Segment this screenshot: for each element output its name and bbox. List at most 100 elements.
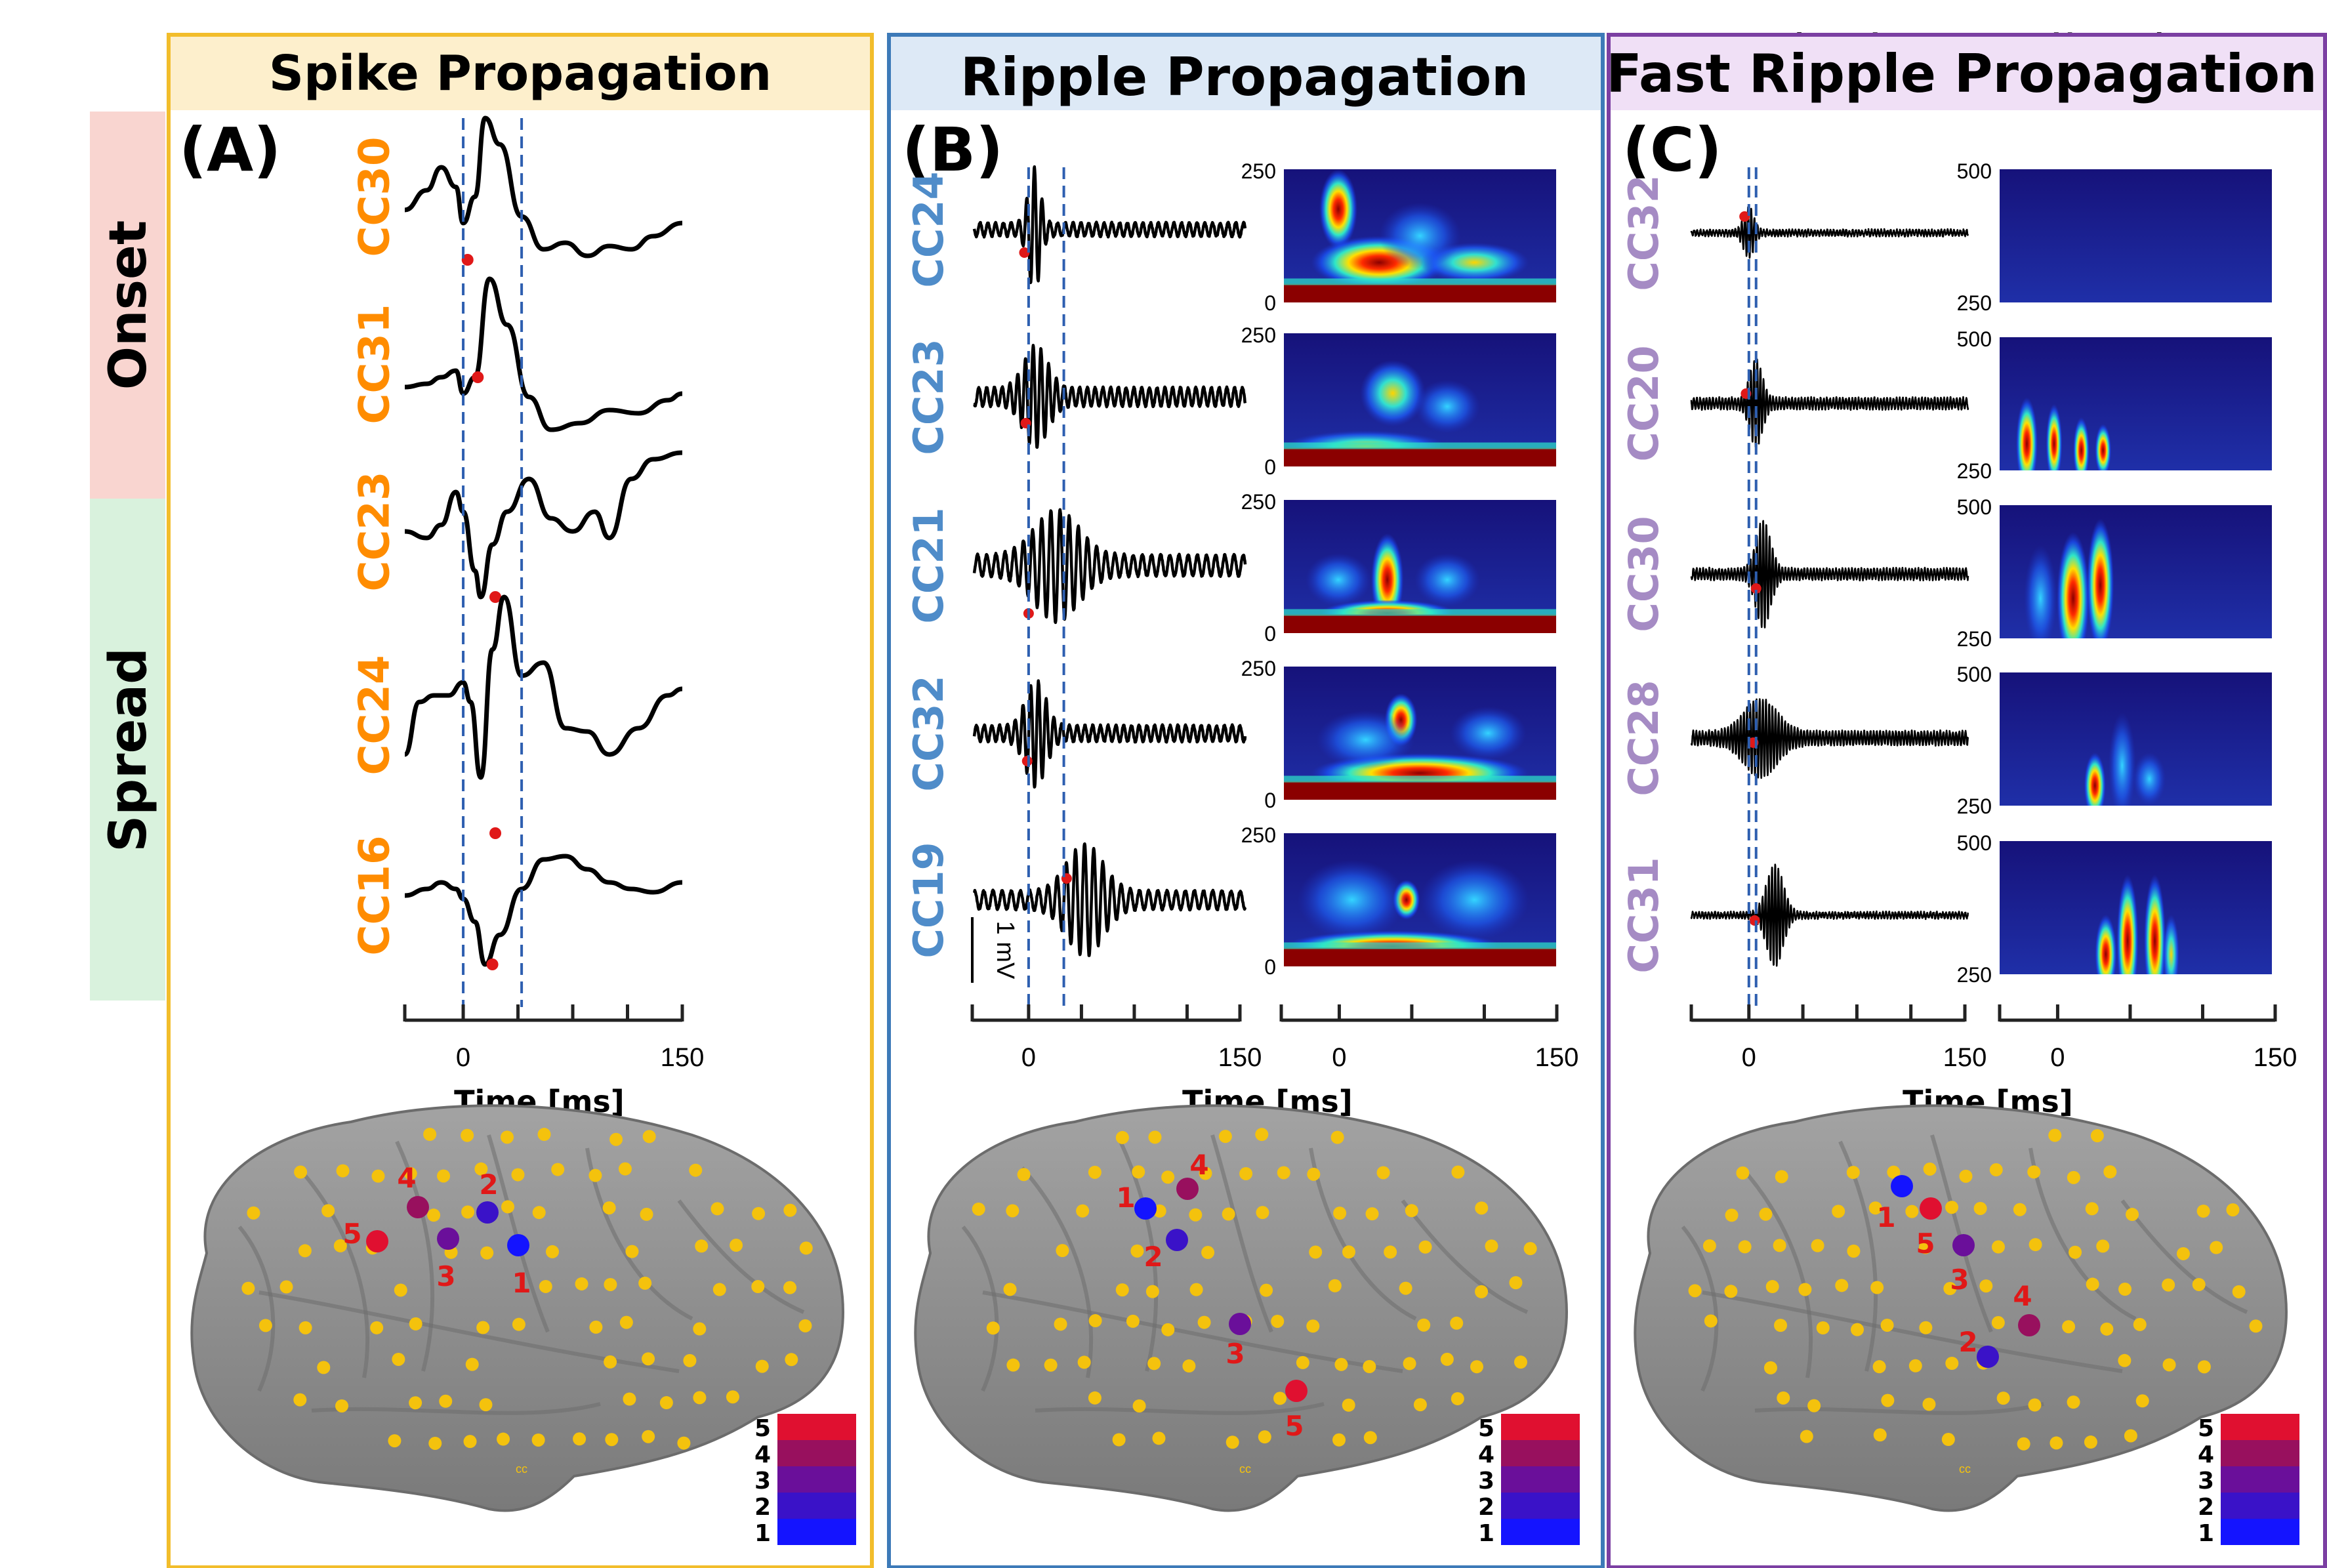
- electrode-contact: [1307, 1167, 1321, 1181]
- electrode-contact: [2027, 1165, 2041, 1179]
- propagation-electrode-2: [1977, 1346, 1999, 1368]
- spectrogram-power-blob: [2084, 752, 2106, 806]
- propagation-rank-label-5: 5: [342, 1218, 361, 1250]
- electrode-contact: [2013, 1203, 2027, 1216]
- row-label-spread: Spread: [90, 499, 165, 1001]
- electrode-contact: [619, 1315, 633, 1329]
- electrode-contact: [1189, 1208, 1203, 1222]
- electrode-contact: [1152, 1432, 1166, 1445]
- electrode-contact: [299, 1321, 312, 1334]
- electrode-contact: [2192, 1277, 2206, 1291]
- electrode-contact: [461, 1205, 475, 1219]
- legend-label-5: 5: [2198, 1415, 2214, 1442]
- legend-label-3: 3: [1478, 1468, 1494, 1495]
- time-tick-label-0: 0: [456, 1043, 470, 1072]
- electrode-contact: [1868, 1201, 1882, 1215]
- electrode-contact: [1688, 1284, 1702, 1298]
- electrode-contact: [551, 1163, 565, 1176]
- time-tick-label-0: 0: [1021, 1043, 1036, 1072]
- spectrogram-ytick-top: 250: [1241, 657, 1276, 680]
- electrode-contact: [497, 1432, 510, 1446]
- time-tick-label-150: 150: [661, 1043, 705, 1072]
- electrode-contact: [1918, 1241, 1932, 1254]
- channel-label-cc21: CC21: [905, 507, 953, 623]
- brain-sulcus: [1754, 1402, 2044, 1415]
- spectrogram-cc32: 500 250: [1957, 159, 2272, 315]
- brain-sulcus: [961, 1226, 999, 1392]
- electrode-contact: [1255, 1128, 1269, 1142]
- electrode-contact: [1989, 1163, 2003, 1177]
- spectrogram-low-frequency-band: [1284, 609, 1556, 616]
- electrode-contact: [1773, 1239, 1786, 1252]
- electrode-contact: [545, 1245, 559, 1258]
- channel-label-cc28: CC28: [1620, 680, 1668, 796]
- fast-ripple-trace-cc30: [1690, 520, 1969, 629]
- electrode-contact: [501, 1200, 515, 1214]
- panel-a-title: Spike Propagation: [269, 45, 772, 102]
- spectrogram-low-frequency-band: [1284, 775, 1556, 783]
- spike-trace-cc24: [403, 594, 683, 780]
- electrode-contact: [336, 1164, 350, 1178]
- propagation-rank-label-1: 1: [1876, 1201, 1895, 1233]
- electrode-contact: [1959, 1169, 1973, 1183]
- legend-label-4: 4: [754, 1441, 771, 1468]
- legend-label-1: 1: [754, 1520, 771, 1547]
- brain-sulcus: [311, 1402, 601, 1415]
- legend-label-5: 5: [754, 1415, 771, 1442]
- spectrogram-xtick-150: 150: [1535, 1043, 1579, 1072]
- electrode-contact: [439, 1394, 453, 1408]
- electrode-contact: [423, 1128, 437, 1142]
- spectrogram-ytick-bottom: 0: [1264, 291, 1276, 315]
- electrode-contact: [1017, 1168, 1031, 1182]
- electrode-contact: [625, 1245, 639, 1258]
- electrode-contact: [537, 1128, 551, 1142]
- electrode-contact: [1870, 1281, 1884, 1294]
- legend-swatch-3: [777, 1466, 856, 1493]
- spectrogram-power-blob: [1414, 553, 1480, 607]
- propagation-rank-label-1: 1: [1116, 1182, 1135, 1214]
- spectrogram-ytick-top: 500: [1957, 327, 1992, 351]
- electrode-contact: [1296, 1355, 1309, 1369]
- fast-ripple-trace-cc32: [1690, 206, 1969, 259]
- channel-label-cc23: CC23: [905, 339, 953, 455]
- legend-label-1: 1: [2198, 1520, 2214, 1547]
- electrode-contact: [1277, 1166, 1290, 1180]
- brain-sulcus: [1020, 1166, 1094, 1378]
- onset-marker: [1739, 211, 1750, 222]
- propagation-rank-label-3: 3: [1950, 1264, 1969, 1296]
- spike-trace-cc31: [404, 276, 683, 432]
- electrode-contact: [712, 1283, 726, 1296]
- spectrogram-map: [2024, 518, 2114, 638]
- electrode-contact: [575, 1277, 588, 1290]
- electrode-contact: [1148, 1130, 1162, 1144]
- electrode-contact: [638, 1276, 652, 1290]
- electrode-contact: [2249, 1319, 2263, 1333]
- electrode-contact: [1115, 1130, 1129, 1144]
- electrode-contact: [1475, 1285, 1489, 1298]
- panel-a-letter: (A): [179, 115, 281, 185]
- spectrogram-ytick-bottom: 0: [1264, 622, 1276, 646]
- electrode-contact: [2124, 1429, 2137, 1443]
- propagation-rank-label-2: 2: [479, 1168, 498, 1201]
- spectrogram-cc32: 250 0: [1241, 657, 1556, 812]
- electrode-contact: [1376, 1166, 1390, 1180]
- electrode-contact: [1945, 1356, 1959, 1370]
- electrode-contact: [1199, 1166, 1212, 1180]
- ripple-trace-cc21: [972, 508, 1247, 625]
- panel-b-title-bar: [891, 37, 1601, 110]
- electrode-contact: [1182, 1359, 1196, 1373]
- brain-sulcus: [297, 1166, 370, 1378]
- electrode-contact: [1470, 1360, 1484, 1374]
- electrode-contact: [479, 1398, 493, 1412]
- electrode-contact: [659, 1396, 673, 1410]
- electrode-contact: [1807, 1399, 1821, 1413]
- electrode-contact: [1514, 1355, 1527, 1369]
- propagation-rank-label-2: 2: [1958, 1326, 1977, 1358]
- electrode-contact: [1384, 1245, 1397, 1259]
- spectrogram-power-blob: [1297, 859, 1407, 940]
- legend-label-3: 3: [2198, 1468, 2214, 1495]
- electrode-contact: [511, 1168, 525, 1182]
- electrode-contact: [1077, 1355, 1091, 1369]
- legend-label-2: 2: [754, 1494, 771, 1521]
- electrode-contact: [1273, 1392, 1287, 1405]
